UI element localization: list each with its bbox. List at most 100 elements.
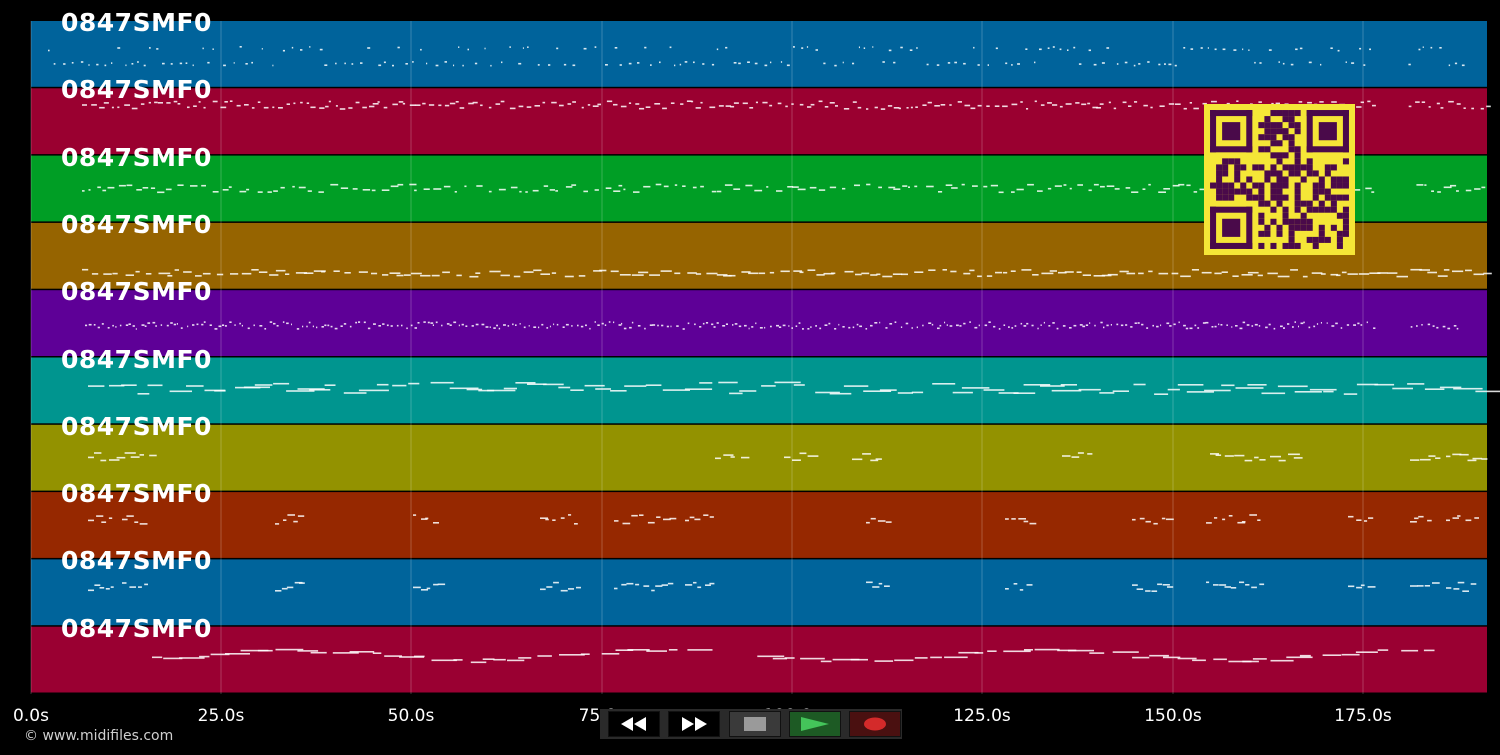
note-mark [1047,187,1052,190]
play-button[interactable] [789,711,841,737]
note-mark [854,184,860,187]
rewind-button[interactable] [608,711,660,737]
note-mark [381,189,390,191]
note-mark [884,585,890,587]
note-mark [287,514,295,516]
note-mark [604,324,607,326]
note-mark [229,321,232,323]
fast-forward-button[interactable] [668,711,720,737]
note-mark [1454,62,1458,65]
note-mark [1356,383,1379,386]
note-mark [577,324,579,327]
note-mark [1034,648,1060,651]
note-mark [1173,323,1176,326]
note-mark [614,520,619,522]
note-mark [963,272,971,275]
note-mark [718,381,738,384]
note-mark [537,64,540,66]
note-mark [580,325,584,328]
note-mark [1439,386,1462,389]
note-mark [1085,324,1089,326]
note-mark [718,105,724,107]
note-mark [316,326,318,329]
note-mark [838,323,840,326]
note-mark [358,271,368,273]
note-mark [116,456,126,459]
note-mark [1067,49,1069,51]
note-mark [1303,321,1305,324]
note-mark [201,184,206,187]
note-mark [722,325,726,327]
note-mark [1101,274,1112,277]
note-mark [1189,327,1193,330]
note-mark [199,655,210,658]
note-mark [583,190,588,193]
note-mark [777,102,782,105]
note-mark [932,383,956,385]
note-mark [928,269,936,271]
note-mark [635,583,640,586]
note-mark [1369,48,1371,51]
note-mark [654,103,661,105]
note-mark [245,63,248,65]
note-mark [117,106,120,109]
note-mark [1075,102,1080,104]
note-mark [1221,271,1228,273]
note-mark [519,190,522,193]
note-mark [1410,585,1418,587]
note-mark [476,185,483,187]
note-mark [427,321,430,324]
note-mark [1481,458,1488,460]
note-mark [748,327,750,330]
record-button[interactable] [849,711,901,737]
note-mark [684,388,713,390]
note-mark [1218,323,1220,326]
stop-button[interactable] [729,711,781,737]
note-mark [739,390,757,392]
note-mark [852,101,857,103]
note-mark [1475,390,1500,393]
note-mark [643,185,651,188]
note-mark [390,325,393,327]
note-mark [623,188,626,191]
note-mark [1221,384,1235,387]
note-mark [1326,322,1328,324]
note-mark [195,275,202,277]
note-mark [309,389,331,391]
note-mark [1054,185,1062,187]
note-mark [954,61,957,64]
note-mark [412,61,414,63]
note-mark [94,584,101,586]
note-mark [348,107,353,109]
note-mark [615,649,634,651]
note-mark [1278,459,1286,462]
track-lane [31,492,1487,558]
note-mark [1108,101,1111,104]
note-mark [855,273,862,276]
note-mark [1448,100,1454,103]
note-mark [510,186,518,189]
note-mark [974,652,984,654]
note-mark [637,325,641,327]
note-mark [1058,271,1067,274]
note-mark [498,188,506,191]
note-mark [870,459,879,462]
note-mark [501,61,503,64]
note-mark [762,101,768,104]
note-mark [88,456,94,459]
note-mark [212,191,219,193]
note-mark [638,271,649,274]
note-mark [125,64,127,67]
note-mark [568,588,574,590]
note-mark [145,273,152,275]
note-mark [594,189,599,191]
note-mark [324,324,327,327]
note-mark [1005,518,1009,520]
note-mark [1107,273,1118,276]
note-mark [537,655,552,657]
note-mark [711,63,715,66]
note-mark [396,274,404,277]
note-mark [1377,649,1389,651]
note-mark [296,328,300,330]
note-mark [695,273,702,275]
